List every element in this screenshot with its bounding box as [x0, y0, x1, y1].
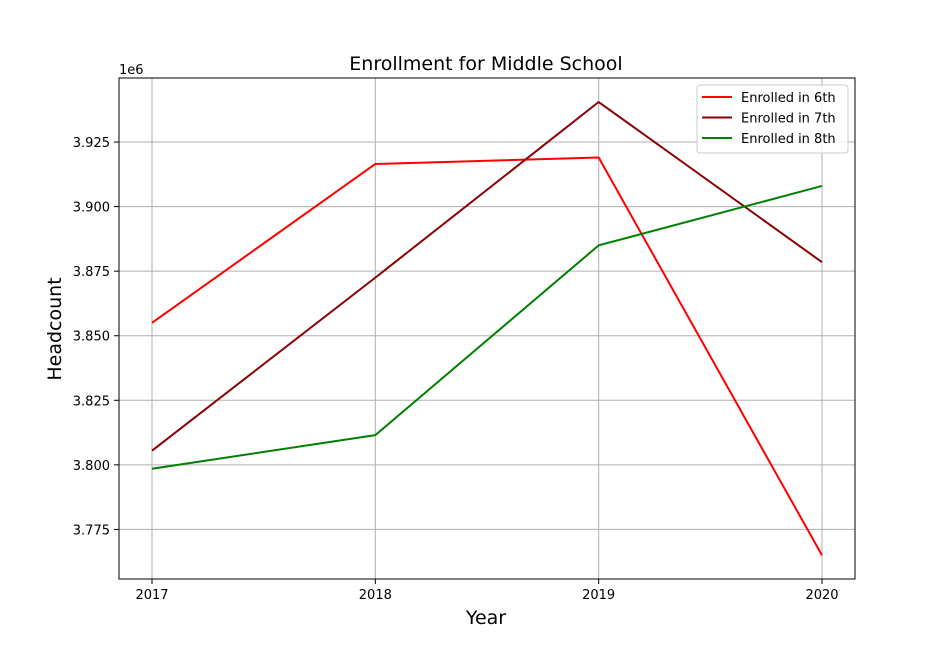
series-line-2 [151, 101, 823, 452]
x-tick-label: 2018 [359, 588, 392, 603]
plot-frame [118, 77, 856, 580]
x-axis-title: Year [465, 607, 506, 629]
legend-label: Enrolled in 6th [741, 91, 836, 106]
series-line-3 [151, 184, 823, 470]
legend: Enrolled in 6th Enrolled in 7th Enrolled i… [696, 84, 849, 154]
y-tick-label: 3.875 [73, 265, 110, 280]
legend-box [696, 84, 849, 154]
y-tick-label: 3.825 [73, 394, 110, 409]
series-line-1 [151, 156, 823, 556]
series-lines [151, 101, 823, 556]
y-tick-label: 3.850 [73, 330, 110, 345]
x-tick-label: 2019 [582, 588, 615, 603]
y-axis-title: Headcount [44, 277, 66, 380]
grid-lines [119, 78, 855, 579]
y-tick-label: 3.800 [73, 459, 110, 474]
x-tick-label: 2017 [135, 588, 168, 603]
chart-title: Enrollment for Middle School [349, 53, 622, 75]
legend-label: Enrolled in 7th [741, 112, 836, 127]
legend-label: Enrolled in 8th [741, 132, 836, 147]
y-tick-label: 3.775 [73, 523, 110, 538]
y-tick-label: 3.925 [73, 136, 110, 151]
axis-ticks: 2017 2018 2019 2020 3.775 3.800 3.825 3.850 3.87… [73, 136, 839, 603]
y-axis-offset-label: 1e6 [119, 63, 144, 78]
x-tick-label: 2020 [805, 588, 838, 603]
y-tick-label: 3.900 [73, 201, 110, 216]
